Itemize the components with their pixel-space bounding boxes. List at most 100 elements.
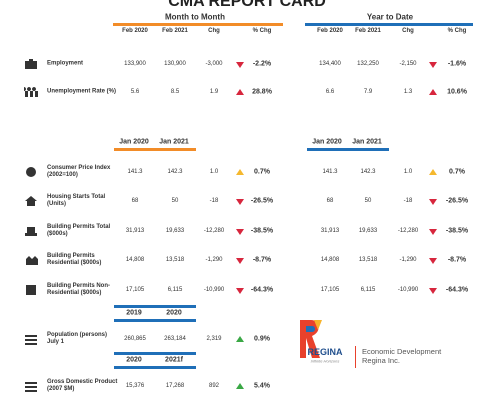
group-bar — [114, 352, 196, 355]
cell-value: 141.3 — [127, 169, 143, 175]
group-header: 2020 — [126, 356, 142, 364]
pct-change: 28.8% — [252, 88, 272, 96]
cell-value: 2,319 — [206, 336, 222, 342]
cell-value: -12,280 — [203, 228, 225, 234]
trend-arrow — [429, 287, 437, 294]
trend-arrow — [429, 228, 437, 235]
pct-change: 5.4% — [254, 382, 270, 390]
trend-arrow — [236, 198, 244, 205]
pct-change: -8.7% — [447, 256, 467, 264]
row-icon — [26, 285, 36, 295]
pct-change: 0.7% — [449, 168, 465, 176]
trend-arrow — [236, 382, 244, 389]
trend-arrow — [236, 287, 244, 294]
cell-value: 68 — [131, 198, 139, 204]
pct-change: -26.5% — [445, 197, 469, 205]
cell-value: 5.6 — [130, 89, 140, 95]
row-icon — [25, 227, 37, 236]
cell-value: 13,518 — [165, 257, 185, 263]
cell-value: 263,184 — [164, 336, 186, 342]
logo-org: Economic Development Regina Inc. — [362, 347, 442, 365]
cell-value: 19,633 — [358, 228, 378, 234]
row-label: Building Permits Non-Residential ($000s) — [47, 283, 110, 296]
pct-change: 0.9% — [254, 335, 270, 343]
cell-value: 142.3 — [360, 169, 376, 175]
trend-arrow — [429, 198, 437, 205]
cell-value: 260,865 — [124, 336, 146, 342]
cell-value: 8.5 — [170, 89, 180, 95]
cell-value: -10,990 — [203, 287, 225, 293]
trend-arrow — [236, 257, 244, 264]
cell-value: 15,376 — [125, 383, 145, 389]
cell-value: 17,105 — [320, 287, 340, 293]
title: CMA REPORT CARD — [168, 0, 326, 10]
group-header: 2019 — [126, 309, 142, 317]
group-header: Jan 2020 — [312, 138, 342, 146]
pct-change: -38.5% — [250, 227, 274, 235]
logo-mark — [300, 320, 322, 358]
cell-value: 142.3 — [167, 169, 183, 175]
trend-arrow — [236, 61, 244, 68]
pct-change: -38.5% — [445, 227, 469, 235]
cell-value: 19,633 — [165, 228, 185, 234]
cell-value: 17,268 — [165, 383, 185, 389]
group-header: 2021f — [165, 356, 183, 364]
cell-value: 1.0 — [403, 169, 413, 175]
column-header: Feb 2020 — [317, 28, 343, 34]
row-icon — [26, 167, 36, 177]
row-label: Building Permits Residential ($000s) — [47, 253, 102, 266]
cell-value: 1.0 — [209, 169, 219, 175]
row-icon — [26, 256, 38, 265]
pct-change: 0.7% — [254, 168, 270, 176]
cell-value: 68 — [326, 198, 334, 204]
logo-divider — [355, 346, 356, 368]
cell-value: 13,518 — [358, 257, 378, 263]
cell-value: 14,808 — [125, 257, 145, 263]
cell-value: 50 — [171, 198, 179, 204]
pct-change: -8.7% — [252, 256, 272, 264]
trend-arrow — [236, 335, 244, 342]
cell-value: -10,990 — [397, 287, 419, 293]
group-header: Jan 2020 — [119, 138, 149, 146]
pct-change: 10.6% — [447, 88, 467, 96]
row-icon — [25, 59, 37, 69]
cell-value: 50 — [364, 198, 372, 204]
cell-value: 6,115 — [167, 287, 183, 293]
logo-tagline: Infinite Horizons — [310, 358, 340, 364]
cell-value: 7.9 — [363, 89, 373, 95]
cell-value: 31,913 — [125, 228, 145, 234]
cell-value: 134,400 — [319, 61, 341, 67]
row-label: Building Permits Total ($000s) — [47, 224, 111, 237]
column-header: % Chg — [447, 28, 467, 34]
row-label: Consumer Price Index (2002=100) — [47, 165, 111, 178]
cell-value: -12,280 — [397, 228, 419, 234]
section-bar — [113, 23, 283, 26]
group-bar — [114, 319, 196, 322]
cell-value: 141.3 — [322, 169, 338, 175]
group-bar — [114, 148, 196, 151]
column-header: Feb 2020 — [122, 28, 148, 34]
row-label: Employment — [47, 60, 84, 67]
group-header: 2020 — [166, 309, 182, 317]
cell-value: 17,105 — [125, 287, 145, 293]
cell-value: 31,913 — [320, 228, 340, 234]
row-label: Housing Starts Total (Units) — [47, 194, 106, 207]
trend-arrow — [429, 61, 437, 68]
cell-value: 6,115 — [360, 287, 376, 293]
cell-value: 1.3 — [403, 89, 413, 95]
logo-name: REGINA — [307, 347, 343, 357]
row-icon — [25, 382, 37, 392]
column-header: Feb 2021 — [355, 28, 381, 34]
cell-value: -1,290 — [399, 257, 417, 263]
section-title: Month to Month — [165, 12, 225, 22]
cell-value: 130,900 — [164, 61, 186, 67]
pct-change: -64.3% — [250, 286, 274, 294]
group-header: Jan 2021 — [352, 138, 382, 146]
cell-value: -18 — [209, 198, 219, 204]
cell-value: 132,250 — [357, 61, 379, 67]
row-icon — [25, 196, 37, 206]
trend-arrow — [429, 257, 437, 264]
pct-change: -26.5% — [250, 197, 274, 205]
cell-value: -18 — [403, 198, 413, 204]
row-icon — [25, 335, 37, 345]
